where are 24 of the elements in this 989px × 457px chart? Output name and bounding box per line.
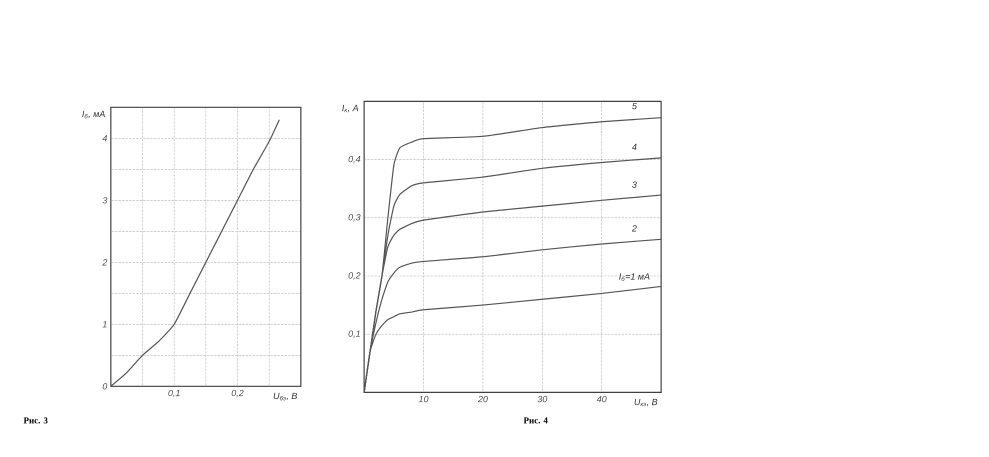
series-label: 4 xyxy=(632,144,637,150)
x-axis-title: U$_{кэ}$, В xyxy=(634,398,658,406)
y-tick-label: 3 xyxy=(102,197,108,204)
x-tick-label: 10 xyxy=(418,396,428,402)
series-label: 2 xyxy=(632,225,637,232)
y-tick-label: 0 xyxy=(102,383,108,390)
y-axis-title: I$_{б}$, мА xyxy=(82,110,105,118)
series-label: I$_{б}$=1 мА xyxy=(619,273,650,281)
y-tick-label: 2 xyxy=(102,259,108,266)
y-tick-label: 0,2 xyxy=(348,272,360,280)
y-tick-label: 0,4 xyxy=(348,156,360,164)
text: Рис. 3 xyxy=(24,417,48,424)
x-axis-title: U$_{бэ}$, В xyxy=(274,392,298,400)
y-axis-title: I$_{к}$, А xyxy=(342,104,358,112)
y-tick-label: 4 xyxy=(102,135,107,142)
x-tick-label: 30 xyxy=(538,396,548,402)
x-tick-label: 40 xyxy=(596,396,607,402)
y-tick-label: 1 xyxy=(102,321,107,328)
text: Рис. 4 xyxy=(524,417,548,424)
series-label: 5 xyxy=(632,102,637,110)
x-tick-label: 20 xyxy=(478,396,488,402)
y-tick-label: 0,1 xyxy=(348,330,360,338)
y-tick-label: 0,3 xyxy=(348,214,361,222)
series-label: 3 xyxy=(632,181,637,188)
